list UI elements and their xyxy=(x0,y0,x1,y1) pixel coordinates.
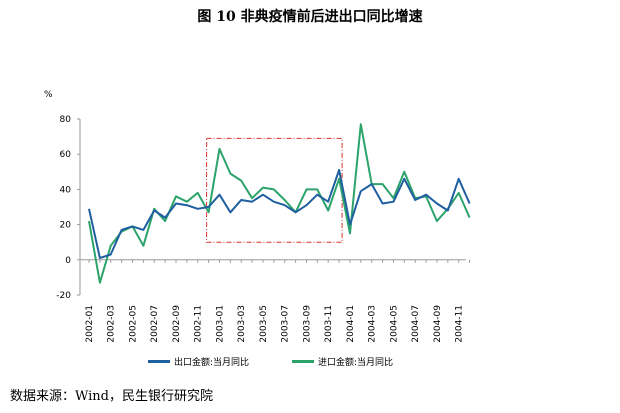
legend: 出口金额:当月同比 进口金额:当月同比 xyxy=(0,355,620,371)
legend-label-import: 进口金额:当月同比 xyxy=(318,358,394,368)
x-tick-label: 2004-01 xyxy=(346,305,356,343)
source-note: 数据来源：Wind，民生银行研究院 xyxy=(10,389,213,404)
x-tick-label: 2003-11 xyxy=(324,305,334,343)
legend-swatch-export xyxy=(148,360,170,363)
x-tick-label: 2003-01 xyxy=(215,305,225,343)
x-tick-label: 2002-01 xyxy=(85,305,95,343)
legend-item-export: 出口金额:当月同比 xyxy=(148,355,249,368)
chart-title: 图 10 非典疫情前后进出口同比增速 xyxy=(197,9,423,25)
y-tick-label: 60 xyxy=(60,150,72,160)
x-tick-label: 2002-05 xyxy=(128,305,138,343)
y-tick-label: 80 xyxy=(60,115,72,125)
x-tick-label: 2004-09 xyxy=(433,305,443,343)
x-tick-label: 2003-05 xyxy=(259,305,269,343)
x-tick-label: 2002-11 xyxy=(194,305,204,343)
y-tick-label: 40 xyxy=(60,185,72,195)
y-tick-label: 20 xyxy=(60,221,72,231)
x-tick-label: 2003-03 xyxy=(237,305,247,343)
legend-swatch-import xyxy=(292,360,314,363)
y-tick-label: 0 xyxy=(65,256,71,266)
x-tick-label: 2002-03 xyxy=(107,305,117,343)
y-axis-unit: % xyxy=(44,90,53,100)
x-tick-label: 2002-07 xyxy=(150,305,160,343)
y-tick-label: -20 xyxy=(56,291,71,301)
x-tick-label: 2004-11 xyxy=(455,305,465,343)
series-line-export xyxy=(88,169,471,259)
legend-label-export: 出口金额:当月同比 xyxy=(174,358,250,368)
x-tick-label: 2002-09 xyxy=(172,305,182,343)
x-tick-label: 2004-05 xyxy=(389,305,399,343)
legend-item-import: 进口金额:当月同比 xyxy=(292,355,393,368)
x-tick-label: 2003-07 xyxy=(281,305,291,343)
x-tick-label: 2003-09 xyxy=(302,305,312,343)
x-tick-label: 2004-03 xyxy=(368,305,378,343)
x-tick-label: 2004-07 xyxy=(411,305,421,343)
